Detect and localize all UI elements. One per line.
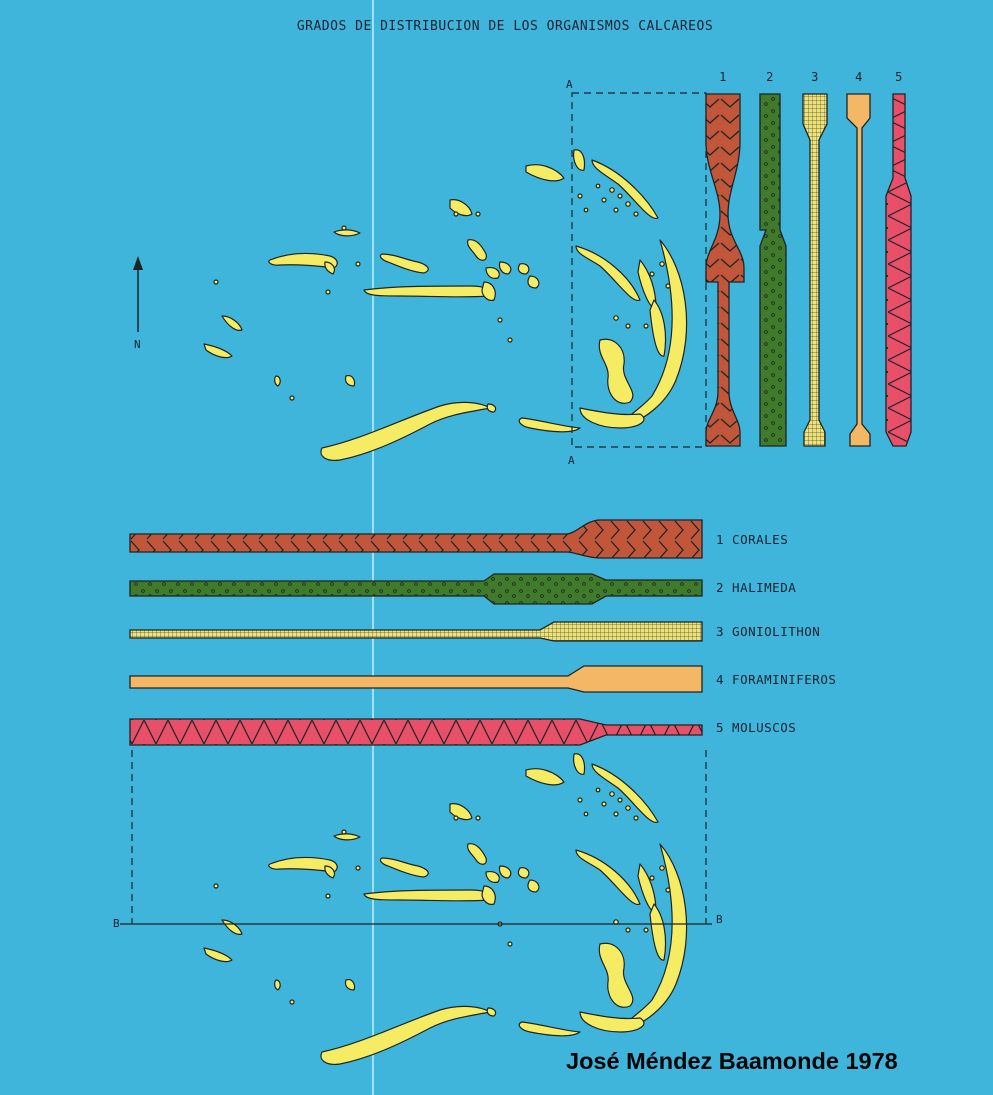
column-number-1: 1 xyxy=(719,70,727,84)
hbar-goniolithon xyxy=(129,621,703,642)
column-number-3: 3 xyxy=(811,70,819,84)
hbar-halimeda xyxy=(129,573,703,605)
legend-goniolithon: 3 GONIOLITHON xyxy=(716,624,821,639)
legend-halimeda: 2 HALIMEDA xyxy=(716,580,797,595)
hbar-corales xyxy=(129,519,703,559)
section-b-left-label: B xyxy=(113,917,121,930)
vbar-corales xyxy=(705,93,745,447)
vbar-halimeda xyxy=(759,93,787,447)
legend-moluscos: 5 MOLUSCOS xyxy=(716,720,797,735)
map-title: GRADOS DE DISTRIBUCION DE LOS ORGANISMOS… xyxy=(296,19,714,34)
hbar-foraminiferos xyxy=(129,665,703,693)
north-arrow-icon xyxy=(133,256,143,332)
column-number-4: 4 xyxy=(855,70,863,84)
author-credit: José Méndez Baamonde 1978 xyxy=(566,1048,898,1074)
legend-foraminiferos: 4 FORAMINIFEROS xyxy=(716,672,837,687)
section-a-box xyxy=(571,92,707,448)
vbar-goniolithon xyxy=(802,93,828,447)
column-number-5: 5 xyxy=(895,70,903,84)
section-b-box xyxy=(131,750,707,924)
vertical-bars xyxy=(705,93,912,447)
section-a-bottom-label: A xyxy=(568,454,576,467)
legend-corales: 1 CORALES xyxy=(716,532,789,547)
section-a-top-label: A xyxy=(566,78,574,91)
vbar-foraminiferos xyxy=(846,93,871,447)
hbar-moluscos xyxy=(129,718,703,746)
section-b-right-label: B xyxy=(716,913,724,926)
vbar-moluscos xyxy=(885,93,912,447)
horizontal-bars xyxy=(129,519,703,746)
north-label: N xyxy=(134,338,142,351)
column-number-2: 2 xyxy=(766,70,774,84)
